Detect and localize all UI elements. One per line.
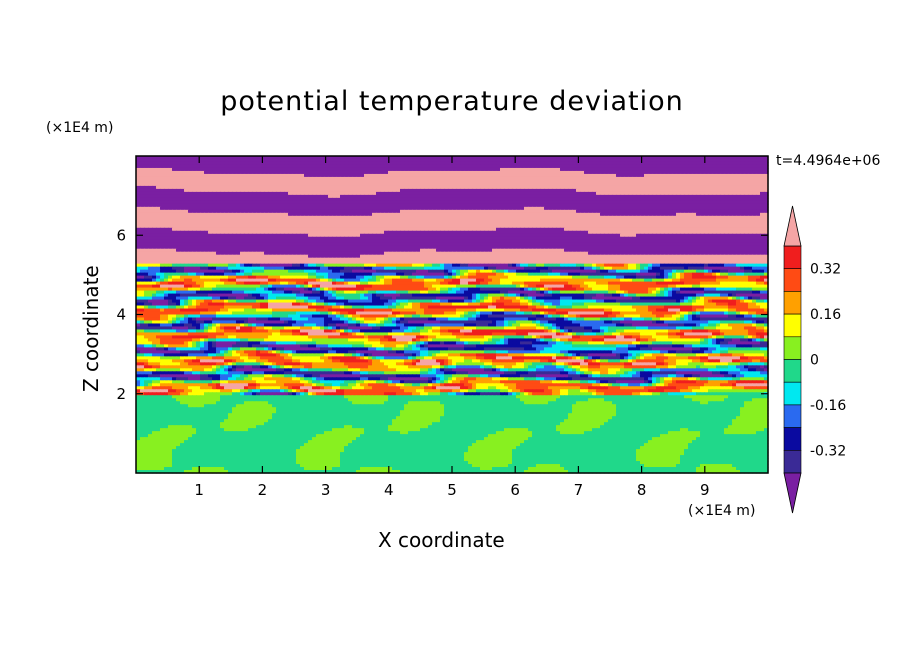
contour-field xyxy=(136,156,769,474)
